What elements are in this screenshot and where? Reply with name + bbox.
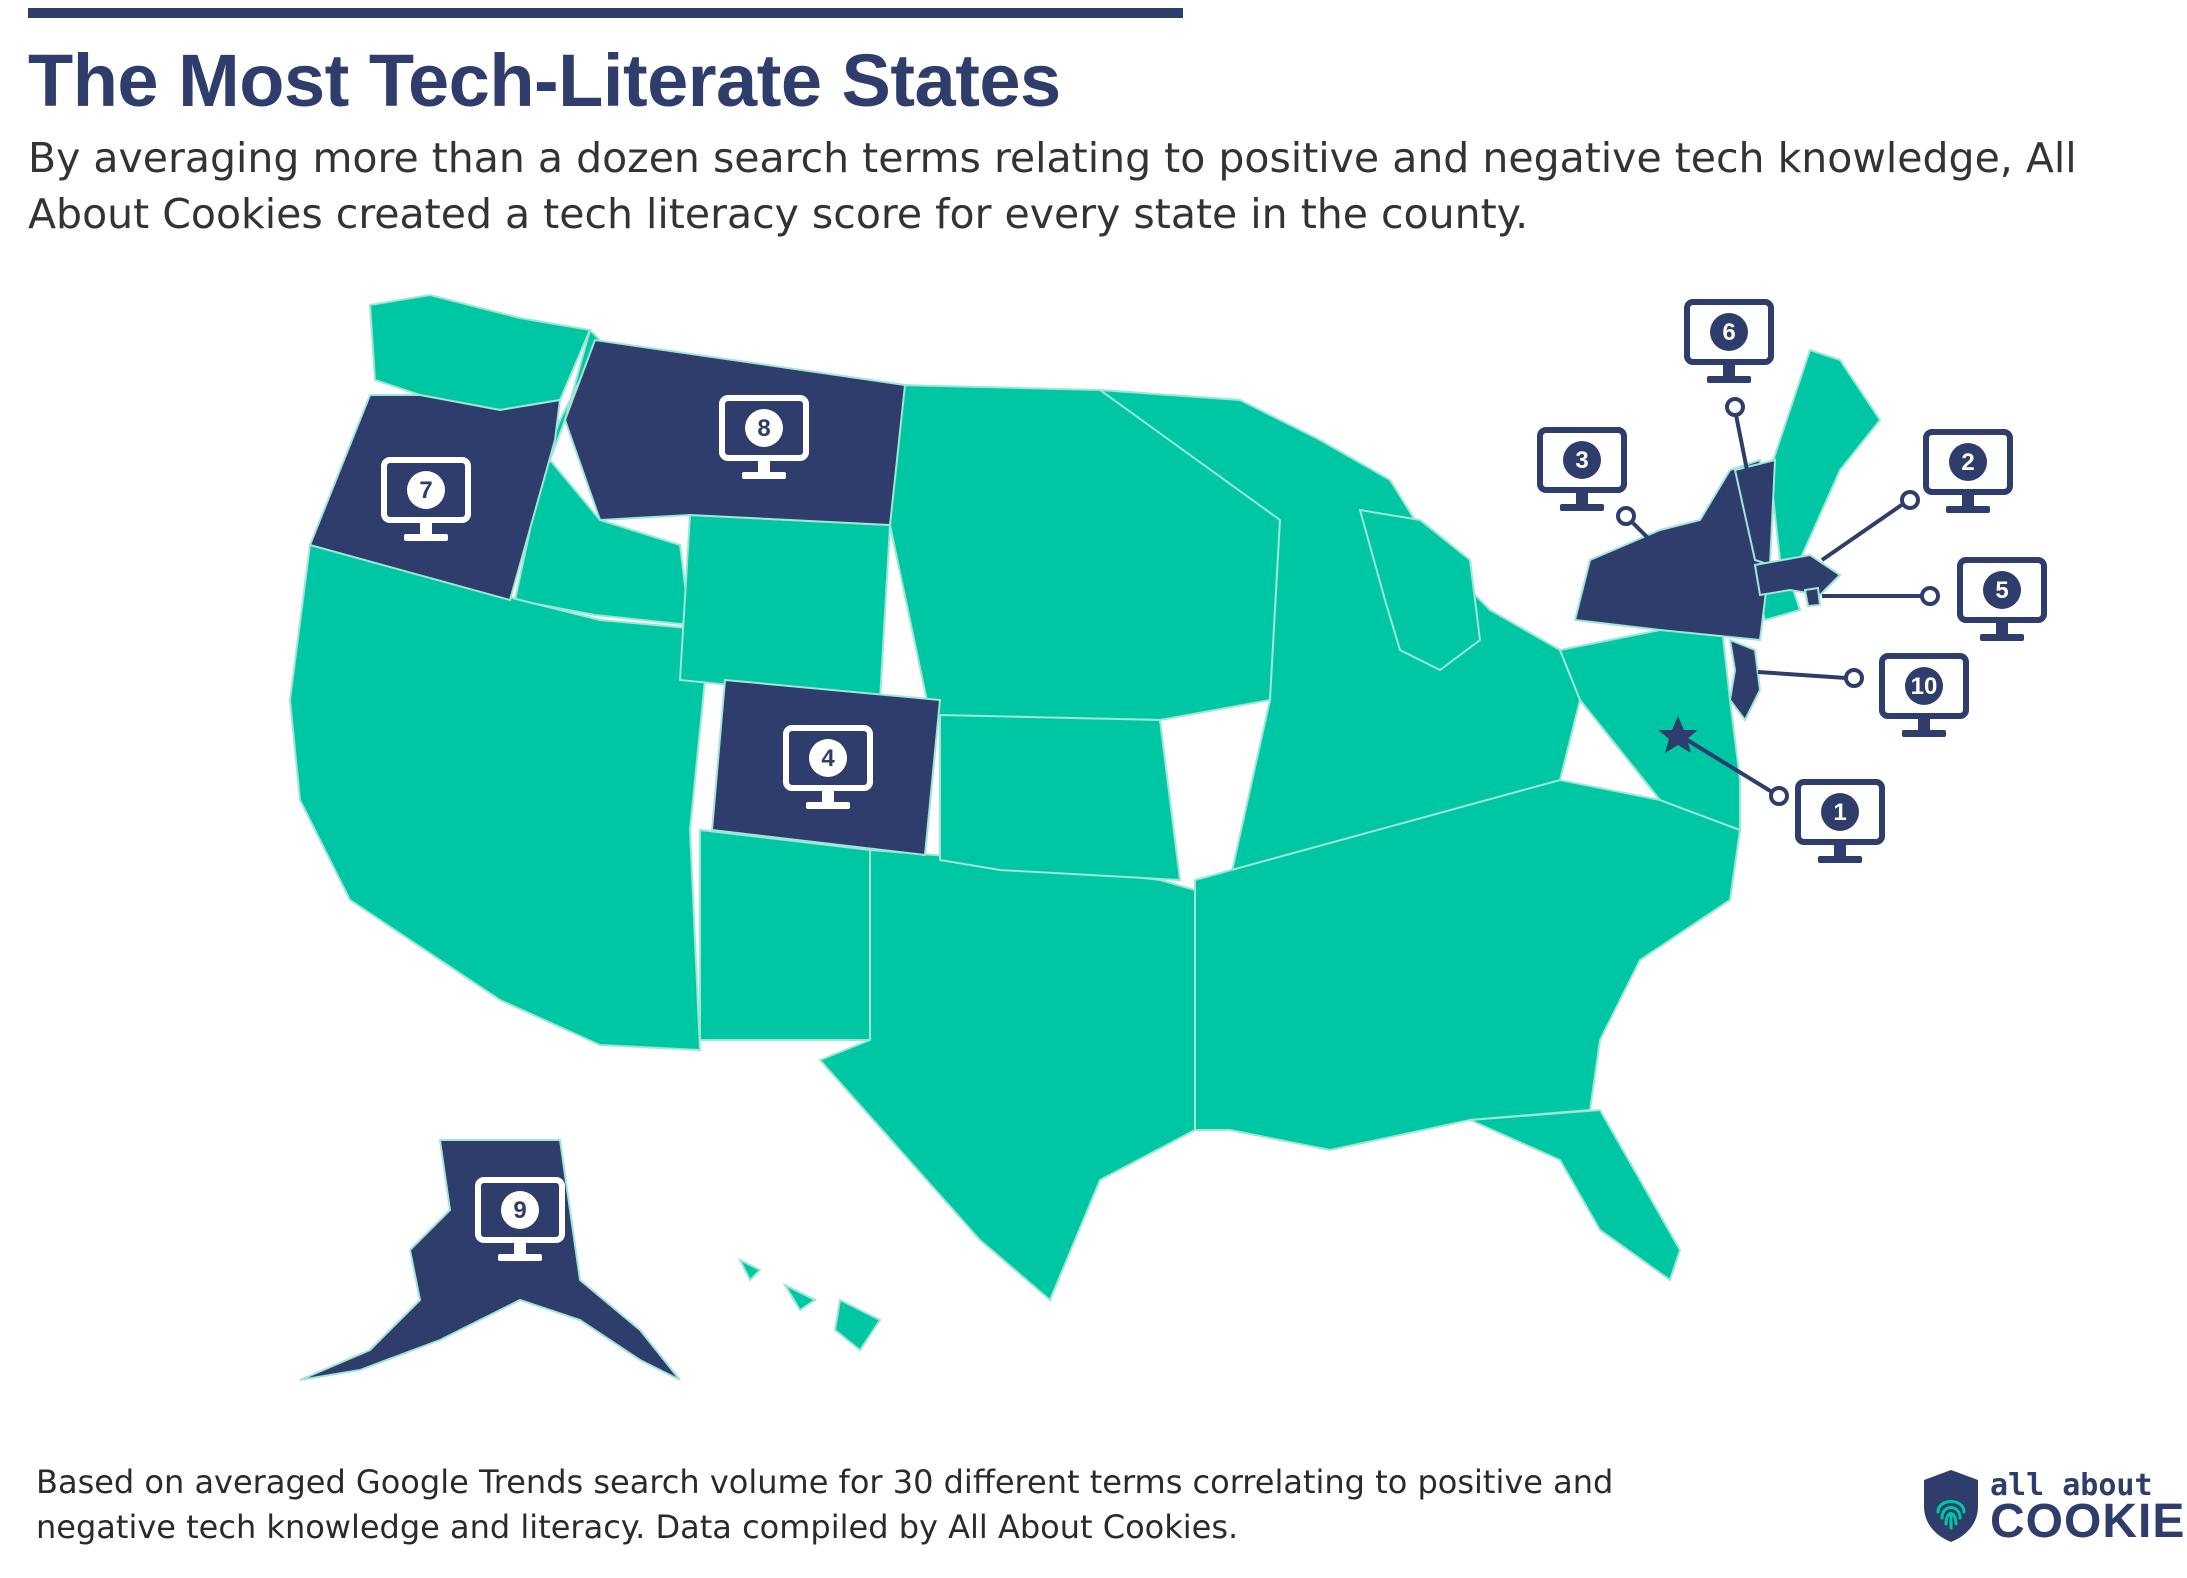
monitor-icon: 10: [1879, 653, 1969, 737]
leader-lines: [1616, 397, 1940, 806]
rank-label: 1: [1833, 799, 1846, 826]
state-idaho: [513, 328, 692, 627]
rank-label: 2: [1961, 449, 1974, 476]
footnote: Based on averaged Google Trends search v…: [36, 1463, 1614, 1546]
monitor-icon: 2: [1923, 429, 2013, 513]
rank-label: 5: [1995, 577, 2008, 604]
rank-label: 10: [1911, 673, 1938, 700]
monitor-icon: 6: [1684, 299, 1774, 383]
state-washington: [368, 293, 592, 412]
logo-wordmark: COOKIES: [1990, 1495, 2187, 1548]
base-states: [288, 293, 1882, 1352]
state-massachusetts: [1753, 553, 1842, 597]
brand-logo: all about COOKIES: [1920, 1468, 2187, 1548]
state-new-jersey: [1728, 638, 1762, 722]
page-title: The Most Tech-Literate States: [28, 39, 1061, 122]
rank-markers: 1 2 3 5 6: [381, 299, 2047, 1261]
state-hawaii: [737, 1257, 882, 1352]
state-new-mexico: [699, 828, 871, 1041]
state-michigan: [1358, 508, 1482, 672]
dc-star-icon: [1658, 716, 1698, 753]
state-montana: [563, 338, 907, 527]
state-california-nevada-arizona: [288, 543, 712, 1052]
monitor-icon: 4: [783, 725, 873, 809]
rank-label: 3: [1575, 447, 1588, 474]
rank-label: 9: [513, 1197, 526, 1224]
monitor-icon: 9: [475, 1177, 565, 1261]
monitor-icon: 5: [1957, 557, 2047, 641]
state-rhode-island: [1803, 586, 1822, 608]
subtitle: By averaging more than a dozen search te…: [28, 134, 2077, 238]
shield-fingerprint-icon: [1924, 1470, 1978, 1542]
logo-tagline: all about: [1990, 1468, 2153, 1503]
state-maine-nh: [1768, 348, 1882, 561]
rank-label: 6: [1722, 319, 1735, 346]
top-accent-bar: [28, 8, 1183, 18]
monitor-icon: 1: [1795, 779, 1885, 863]
state-oklahoma-kansas: [939, 713, 1182, 882]
rank-label: 7: [419, 477, 432, 504]
state-wyoming: [678, 513, 892, 702]
rank-label: 4: [821, 745, 835, 772]
monitor-icon: 8: [719, 395, 809, 479]
monitor-icon: 7: [381, 457, 471, 541]
state-alaska: [299, 1139, 681, 1381]
rank-label: 8: [757, 415, 770, 442]
monitor-icon: 3: [1537, 427, 1627, 511]
state-texas: [818, 848, 1232, 1302]
state-florida: [1469, 1108, 1682, 1282]
